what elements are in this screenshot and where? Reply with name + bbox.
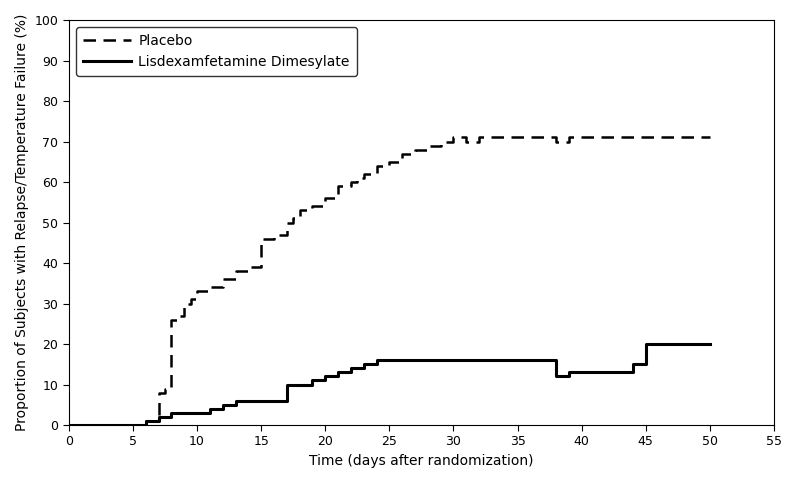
Lisdexamfetamine Dimesylate — [218, 406, 227, 412]
Lisdexamfetamine Dimesylate — [333, 369, 343, 375]
Lisdexamfetamine Dimesylate — [641, 341, 650, 347]
Placebo — [705, 135, 715, 141]
Placebo — [346, 179, 355, 185]
Lisdexamfetamine Dimesylate — [308, 378, 317, 384]
Lisdexamfetamine Dimesylate — [320, 373, 330, 379]
Lisdexamfetamine Dimesylate — [552, 357, 561, 363]
Lisdexamfetamine Dimesylate — [564, 373, 574, 379]
Line: Lisdexamfetamine Dimesylate: Lisdexamfetamine Dimesylate — [69, 344, 710, 425]
Lisdexamfetamine Dimesylate — [333, 373, 343, 379]
Placebo — [410, 151, 420, 156]
Lisdexamfetamine Dimesylate — [705, 341, 715, 347]
Lisdexamfetamine Dimesylate — [282, 382, 292, 387]
Lisdexamfetamine Dimesylate — [218, 402, 227, 408]
X-axis label: Time (days after randomization): Time (days after randomization) — [309, 454, 534, 468]
Lisdexamfetamine Dimesylate — [564, 369, 574, 375]
Lisdexamfetamine Dimesylate — [231, 402, 241, 408]
Placebo — [64, 422, 73, 428]
Lisdexamfetamine Dimesylate — [346, 369, 355, 375]
Lisdexamfetamine Dimesylate — [64, 422, 73, 428]
Lisdexamfetamine Dimesylate — [154, 414, 163, 420]
Lisdexamfetamine Dimesylate — [705, 341, 715, 347]
Lisdexamfetamine Dimesylate — [154, 418, 163, 424]
Lisdexamfetamine Dimesylate — [205, 406, 214, 412]
Placebo — [564, 139, 574, 144]
Lisdexamfetamine Dimesylate — [320, 378, 330, 384]
Lisdexamfetamine Dimesylate — [628, 361, 638, 367]
Lisdexamfetamine Dimesylate — [167, 414, 176, 420]
Lisdexamfetamine Dimesylate — [359, 366, 368, 371]
Placebo — [295, 208, 304, 213]
Placebo — [449, 135, 458, 141]
Y-axis label: Proportion of Subjects with Relapse/Temperature Failure (%): Proportion of Subjects with Relapse/Temp… — [15, 14, 29, 431]
Lisdexamfetamine Dimesylate — [371, 361, 381, 367]
Line: Placebo: Placebo — [69, 138, 710, 425]
Lisdexamfetamine Dimesylate — [346, 366, 355, 371]
Lisdexamfetamine Dimesylate — [552, 373, 561, 379]
Lisdexamfetamine Dimesylate — [359, 361, 368, 367]
Placebo — [141, 418, 151, 424]
Lisdexamfetamine Dimesylate — [641, 361, 650, 367]
Lisdexamfetamine Dimesylate — [282, 398, 292, 404]
Placebo — [218, 276, 227, 282]
Lisdexamfetamine Dimesylate — [371, 357, 381, 363]
Lisdexamfetamine Dimesylate — [628, 369, 638, 375]
Legend: Placebo, Lisdexamfetamine Dimesylate: Placebo, Lisdexamfetamine Dimesylate — [76, 27, 356, 76]
Lisdexamfetamine Dimesylate — [141, 422, 151, 428]
Lisdexamfetamine Dimesylate — [167, 410, 176, 416]
Lisdexamfetamine Dimesylate — [141, 418, 151, 424]
Lisdexamfetamine Dimesylate — [308, 382, 317, 387]
Lisdexamfetamine Dimesylate — [231, 398, 241, 404]
Lisdexamfetamine Dimesylate — [205, 410, 214, 416]
